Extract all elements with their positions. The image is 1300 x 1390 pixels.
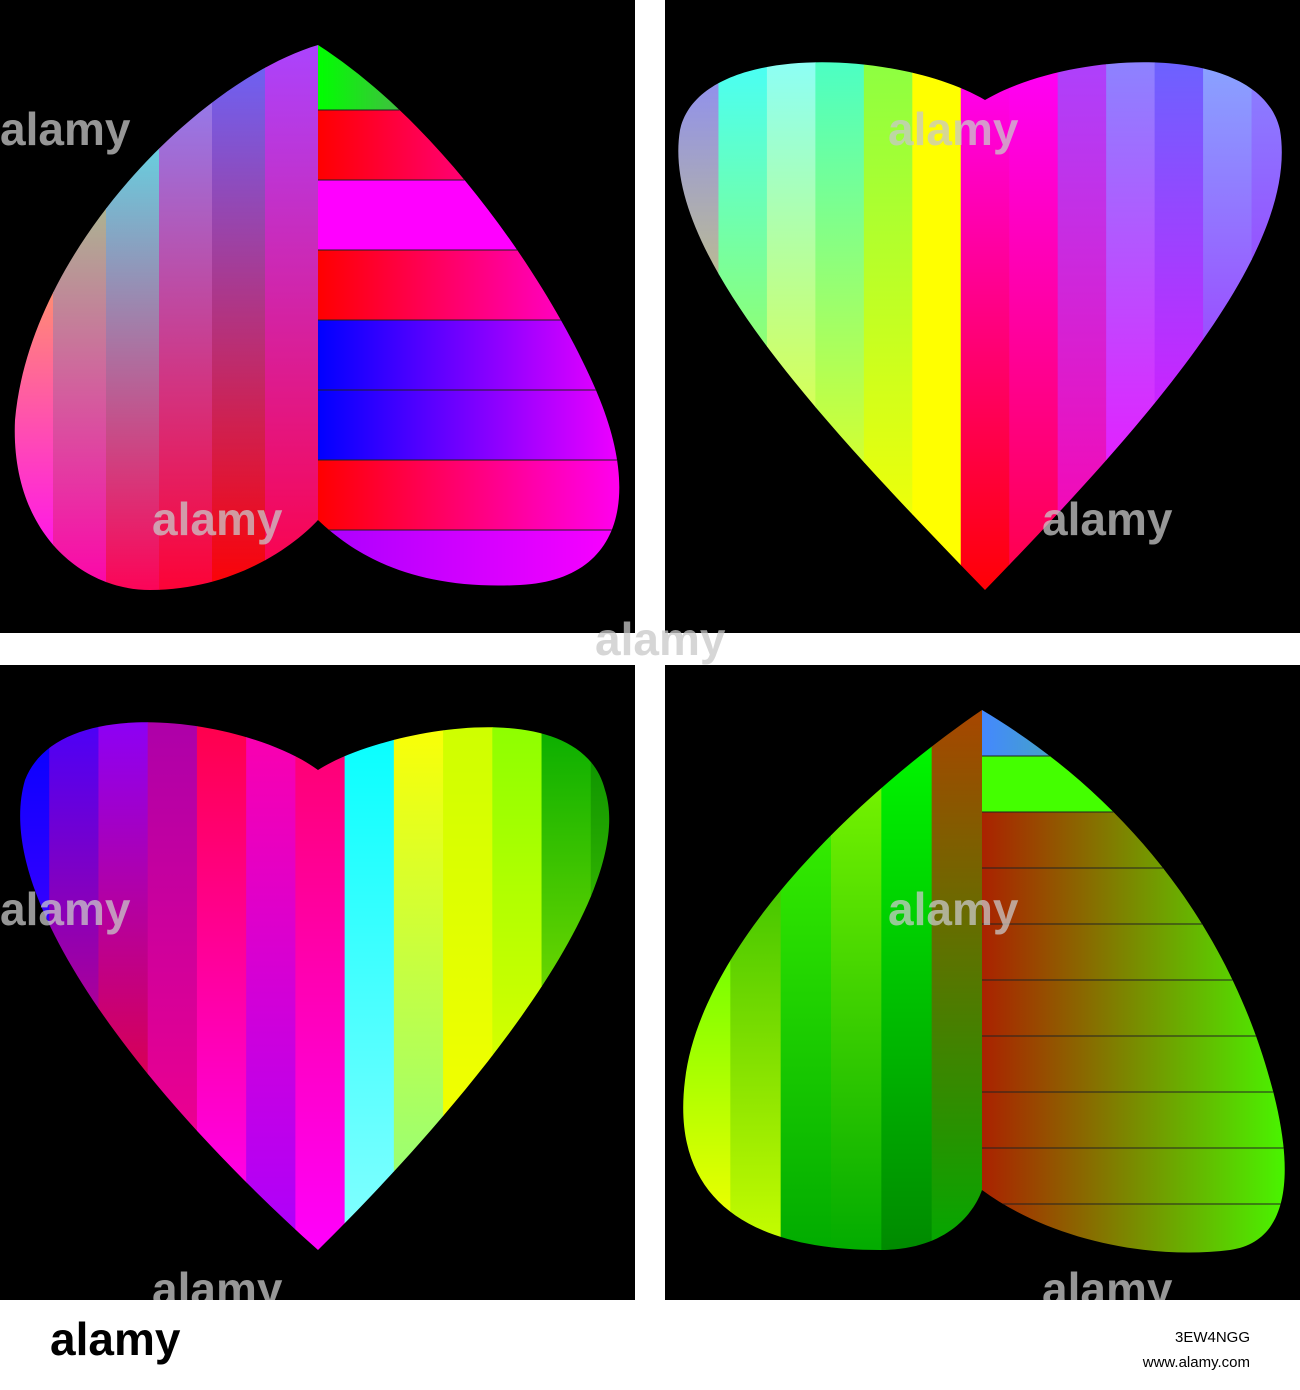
watermark: alamy — [0, 883, 131, 935]
stripe — [960, 62, 1010, 590]
watermark: alamy — [888, 103, 1019, 155]
stripe — [912, 62, 962, 590]
band — [318, 460, 620, 531]
stripe — [931, 710, 983, 1253]
watermark: alamy — [0, 103, 131, 155]
stripe — [1009, 62, 1059, 590]
watermark: alamy — [152, 493, 283, 545]
band — [982, 1092, 1285, 1149]
footer-bar — [0, 1300, 1300, 1390]
stripe — [246, 722, 296, 1250]
watermark: alamy — [1042, 493, 1173, 545]
watermark: alamy — [888, 883, 1019, 935]
band — [982, 980, 1285, 1037]
stripe — [295, 722, 346, 1250]
stripe — [881, 710, 933, 1253]
stripe — [212, 45, 266, 590]
logo: alamy — [50, 1313, 181, 1365]
band — [982, 1036, 1285, 1093]
stripe — [344, 722, 395, 1250]
stripe — [265, 45, 319, 590]
watermark: alamy — [595, 613, 726, 665]
band — [318, 390, 620, 461]
url: www.alamy.com — [1142, 1354, 1250, 1371]
band — [982, 1148, 1285, 1205]
image-id: 3EW4NGG — [1175, 1329, 1250, 1346]
